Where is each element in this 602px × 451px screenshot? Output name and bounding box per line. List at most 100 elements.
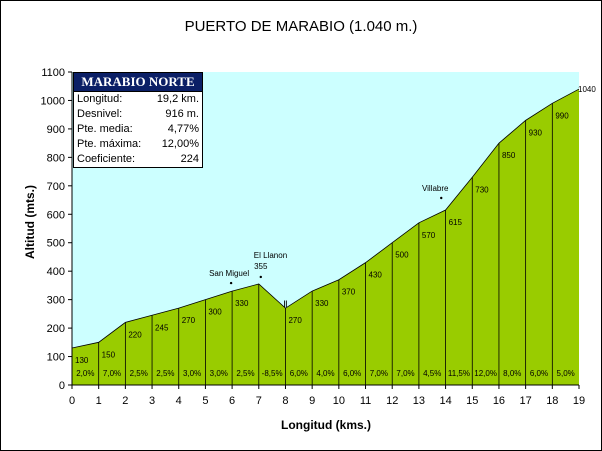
gradient-label: 2,5% bbox=[156, 369, 174, 378]
elevation-label: 500 bbox=[395, 251, 409, 260]
gradient-label: 6,0% bbox=[530, 369, 548, 378]
y-tick-label: 700 bbox=[47, 181, 65, 193]
x-tick-label: 2 bbox=[122, 395, 128, 407]
x-tick-label: 16 bbox=[493, 395, 505, 407]
info-label: Coeficiente: bbox=[77, 153, 136, 165]
info-value: 916 m. bbox=[165, 108, 199, 120]
y-tick-label: 600 bbox=[47, 209, 65, 221]
x-tick-label: 15 bbox=[466, 395, 478, 407]
gradient-label: 2,0% bbox=[76, 369, 94, 378]
info-label: Longitud: bbox=[77, 93, 123, 105]
info-label: Desnivel: bbox=[77, 108, 123, 120]
profile-line bbox=[71, 88, 580, 349]
gradient-label: 7,0% bbox=[396, 369, 414, 378]
place-label: Villabre bbox=[422, 184, 449, 193]
gradient-label: 6,0% bbox=[343, 369, 361, 378]
route-info-box: MARABIO NORTE Longitud: 19,2 km. Desnive… bbox=[73, 72, 203, 168]
info-row-pte-media: Pte. media: 4,77% bbox=[74, 122, 202, 137]
elevation-label: 270 bbox=[288, 316, 302, 325]
place-label: El Llanon bbox=[254, 251, 287, 260]
elevation-label: 370 bbox=[342, 288, 356, 297]
y-tick-label: 1000 bbox=[41, 95, 65, 107]
info-box-title: MARABIO NORTE bbox=[74, 73, 202, 92]
info-row-desnivel: Desnivel: 916 m. bbox=[74, 107, 202, 122]
info-row-coeficiente: Coeficiente: 224 bbox=[74, 152, 202, 167]
x-tick-label: 7 bbox=[256, 395, 262, 407]
x-tick-label: 3 bbox=[149, 395, 155, 407]
x-tick-label: 1 bbox=[96, 395, 102, 407]
gradient-label: 5,0% bbox=[557, 369, 575, 378]
x-tick-label: 9 bbox=[309, 395, 315, 407]
elevation-label: 570 bbox=[422, 231, 436, 240]
y-tick-label: 100 bbox=[47, 352, 65, 364]
terrain-area bbox=[72, 89, 579, 386]
gradient-label: 6,0% bbox=[290, 369, 308, 378]
elevation-label: 850 bbox=[502, 151, 516, 160]
elevation-label: 615 bbox=[449, 218, 463, 227]
x-tick-label: 4 bbox=[176, 395, 182, 407]
chart-title: PUERTO DE MARABIO (1.040 m.) bbox=[184, 18, 418, 35]
gradient-label: 3,0% bbox=[183, 369, 201, 378]
y-tick-label: 300 bbox=[47, 295, 65, 307]
gradient-label: -8,5% bbox=[262, 369, 283, 378]
place-label: San Miguel bbox=[209, 269, 249, 278]
elevation-label: 220 bbox=[128, 330, 142, 339]
elevation-label: 130 bbox=[75, 356, 89, 365]
gradient-label: 11,5% bbox=[448, 369, 470, 378]
x-tick-label: 0 bbox=[69, 395, 75, 407]
y-tick-label: 0 bbox=[59, 380, 65, 392]
elevation-label: 990 bbox=[555, 111, 569, 120]
y-tick-label: 1100 bbox=[41, 67, 65, 79]
place-marker bbox=[259, 275, 262, 279]
elevation-label: 300 bbox=[208, 308, 222, 317]
gradient-label: 4,5% bbox=[423, 369, 441, 378]
bridge-marker: Ⅱ bbox=[283, 299, 287, 309]
gradient-label: 7,0% bbox=[103, 369, 121, 378]
x-tick-label: 18 bbox=[546, 395, 558, 407]
info-label: Pte. máxima: bbox=[77, 138, 142, 150]
x-tick-label: 10 bbox=[333, 395, 345, 407]
info-label: Pte. media: bbox=[77, 123, 133, 135]
y-tick-label: 500 bbox=[47, 238, 65, 250]
elevation-label: 1040 bbox=[578, 85, 596, 94]
y-tick-label: 200 bbox=[47, 323, 65, 335]
x-tick-label: 11 bbox=[360, 395, 371, 407]
gradient-label: 12,0% bbox=[474, 369, 497, 378]
x-tick-label: 14 bbox=[439, 395, 451, 407]
info-value: 12,00% bbox=[161, 138, 199, 150]
info-row-pte-maxima: Pte. máxima: 12,00% bbox=[74, 137, 202, 152]
elevation-label: 730 bbox=[475, 185, 489, 194]
x-tick-label: 19 bbox=[573, 395, 585, 407]
x-axis-label: Longitud (kms.) bbox=[281, 418, 371, 432]
x-tick-label: 13 bbox=[413, 395, 425, 407]
gradient-label: 3,0% bbox=[210, 369, 228, 378]
gradient-label: 8,0% bbox=[503, 369, 521, 378]
x-tick-label: 6 bbox=[229, 395, 235, 407]
elevation-label: 355 bbox=[254, 262, 268, 271]
info-value: 224 bbox=[180, 153, 199, 165]
gradient-label: 2,5% bbox=[130, 369, 148, 378]
gradient-label: 2,5% bbox=[236, 369, 254, 378]
place-marker bbox=[229, 281, 233, 285]
x-tick-label: 17 bbox=[520, 395, 532, 407]
elevation-label: 330 bbox=[235, 299, 249, 308]
gradient-label: 7,0% bbox=[370, 369, 388, 378]
y-tick-label: 800 bbox=[47, 152, 65, 164]
elevation-label: 930 bbox=[529, 128, 543, 137]
elevation-label: 150 bbox=[102, 350, 116, 359]
elevation-label: 270 bbox=[182, 316, 196, 325]
place-marker bbox=[440, 196, 443, 200]
elevation-label: 430 bbox=[369, 271, 383, 280]
elevation-label: 245 bbox=[155, 323, 169, 332]
gradient-label: 4,0% bbox=[316, 369, 334, 378]
y-tick-label: 900 bbox=[47, 124, 65, 136]
elevation-label: 330 bbox=[315, 299, 329, 308]
info-value: 19,2 km. bbox=[156, 93, 199, 105]
x-tick-label: 8 bbox=[282, 395, 288, 407]
x-tick-label: 12 bbox=[386, 395, 398, 407]
y-tick-label: 400 bbox=[47, 266, 65, 278]
info-row-longitud: Longitud: 19,2 km. bbox=[74, 92, 202, 107]
info-value: 4,77% bbox=[167, 123, 199, 135]
x-tick-label: 5 bbox=[202, 395, 208, 407]
